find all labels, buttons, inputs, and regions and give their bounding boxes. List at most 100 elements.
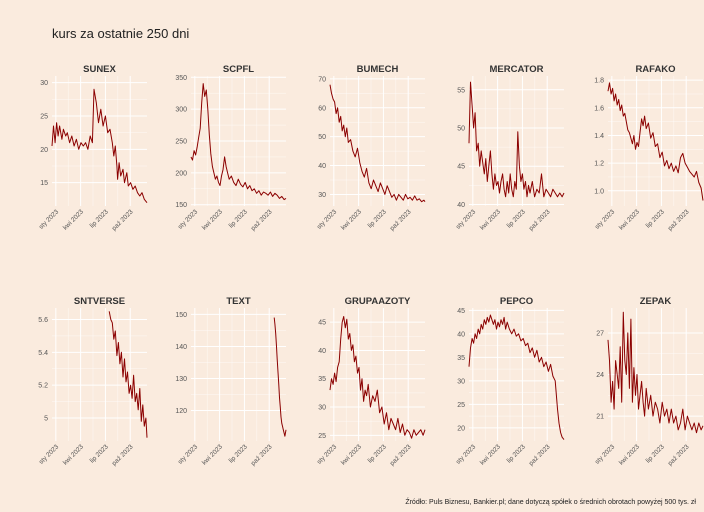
y-tick-label: 40 <box>457 331 465 338</box>
y-tick-label: 24 <box>596 372 604 379</box>
x-tick-label: paź 2023 <box>528 208 552 232</box>
price-line <box>468 81 565 198</box>
x-tick-label: paź 2023 <box>250 208 274 232</box>
x-tick-label: sty 2023 <box>316 443 339 466</box>
panel-title: SCPFL <box>223 64 254 75</box>
y-tick-label: 25 <box>457 402 465 409</box>
y-tick-label: 55 <box>457 87 465 94</box>
panel-title: MERCATOR <box>489 64 543 75</box>
x-tick-label: lip 2023 <box>645 208 666 229</box>
x-tick-label: lip 2023 <box>645 443 666 464</box>
y-tick-label: 1.8 <box>594 78 604 85</box>
y-tick-label: 50 <box>457 126 465 133</box>
y-tick-label: 350 <box>175 75 187 82</box>
panel-sunex: 15 20 25 30 sty 2023 kwi 2023 lip 2023 paź 2023… <box>38 64 148 232</box>
panel-title: SNTVERSE <box>74 296 125 307</box>
x-tick-label: kwi 2023 <box>62 443 85 466</box>
y-tick-label: 5 <box>44 416 48 423</box>
y-tick-label: 25 <box>318 433 326 440</box>
x-tick-label: lip 2023 <box>506 208 527 229</box>
y-tick-label: 35 <box>318 376 326 383</box>
y-tick-label: 45 <box>457 308 465 315</box>
y-tick-label: 5.6 <box>38 317 48 324</box>
price-line <box>51 88 148 204</box>
x-tick-label: sty 2023 <box>455 208 478 231</box>
price-line <box>329 84 426 203</box>
panel-title: BUMECH <box>357 64 399 75</box>
panel-scpfl: 150 200 250 300 350 sty 2023 kwi 2023 lip 2023 p… <box>175 64 287 232</box>
y-tick-label: 35 <box>457 355 465 362</box>
x-tick-label: lip 2023 <box>89 443 110 464</box>
x-tick-label: sty 2023 <box>38 443 61 466</box>
y-tick-label: 140 <box>175 344 187 351</box>
x-tick-label: paź 2023 <box>528 443 552 467</box>
x-tick-label: sty 2023 <box>177 443 200 466</box>
price-line <box>108 311 148 438</box>
y-tick-label: 250 <box>175 139 187 146</box>
x-tick-label: sty 2023 <box>594 208 617 231</box>
y-tick-label: 25 <box>40 114 48 121</box>
panel-title: GRUPAAZOTY <box>345 296 411 307</box>
panel-mercator: 40 45 50 55 sty 2023 kwi 2023 lip 2023 paź 2023… <box>455 64 565 232</box>
y-tick-label: 50 <box>318 134 326 141</box>
y-tick-label: 40 <box>318 348 326 355</box>
price-line <box>607 82 704 201</box>
x-tick-label: kwi 2023 <box>201 208 224 231</box>
chart-title: kurs za ostatnie 250 dni <box>52 26 190 41</box>
x-tick-label: sty 2023 <box>177 208 200 231</box>
panel-title: RAFAKO <box>635 64 675 75</box>
panel-bumech: 30 40 50 60 70 sty 2023 kwi 2023 lip 2023 paź 20… <box>316 64 426 232</box>
y-tick-label: 150 <box>175 312 187 319</box>
x-tick-label: lip 2023 <box>228 208 249 229</box>
y-tick-label: 5.2 <box>38 383 48 390</box>
y-tick-label: 120 <box>175 408 187 415</box>
price-line <box>329 316 426 439</box>
y-tick-label: 20 <box>457 425 465 432</box>
x-tick-label: kwi 2023 <box>479 443 502 466</box>
y-tick-label: 70 <box>318 76 326 83</box>
x-tick-label: kwi 2023 <box>340 443 363 466</box>
y-tick-label: 30 <box>318 405 326 412</box>
y-tick-label: 27 <box>596 330 604 337</box>
x-tick-label: sty 2023 <box>316 208 339 231</box>
y-tick-label: 1.4 <box>594 133 604 140</box>
source-caption: Źródło: Puls Biznesu, Bankier.pl; dane d… <box>405 499 696 506</box>
y-tick-label: 45 <box>318 320 326 327</box>
x-tick-label: kwi 2023 <box>340 208 363 231</box>
x-tick-label: kwi 2023 <box>618 443 641 466</box>
y-tick-label: 1.2 <box>594 161 604 168</box>
x-tick-label: paź 2023 <box>250 443 274 467</box>
x-tick-label: sty 2023 <box>38 208 61 231</box>
y-tick-label: 1.0 <box>594 188 604 195</box>
x-tick-label: lip 2023 <box>506 443 527 464</box>
y-tick-label: 40 <box>318 163 326 170</box>
x-tick-label: lip 2023 <box>228 443 249 464</box>
x-tick-label: paź 2023 <box>667 443 691 467</box>
panel-zepak: 21 24 27 sty 2023 kwi 2023 lip 2023 paź 2023 ZE… <box>594 296 704 467</box>
panel-rafako: 1.0 1.2 1.4 1.6 1.8 sty 2023 kwi 2023 lip 2023 p… <box>594 64 704 232</box>
y-tick-label: 200 <box>175 170 187 177</box>
y-tick-label: 5.4 <box>38 350 48 357</box>
y-tick-label: 60 <box>318 105 326 112</box>
y-tick-label: 30 <box>318 192 326 199</box>
y-tick-label: 1.6 <box>594 105 604 112</box>
panel-pepco: 20 25 30 35 40 45 sty 2023 kwi 2023 lip 2023 paź … <box>455 296 565 467</box>
y-tick-label: 150 <box>175 202 187 209</box>
price-line <box>273 317 287 437</box>
x-tick-label: lip 2023 <box>367 443 388 464</box>
x-tick-label: sty 2023 <box>594 443 617 466</box>
y-tick-label: 30 <box>40 80 48 87</box>
x-tick-label: paź 2023 <box>667 208 691 232</box>
panel-title: SUNEX <box>83 64 116 75</box>
y-tick-label: 20 <box>40 147 48 154</box>
panel-sntverse: 5 5.2 5.4 5.6 sty 2023 kwi 2023 lip 2023 paź 20… <box>38 296 148 467</box>
y-tick-label: 300 <box>175 107 187 114</box>
panel-title: PEPCO <box>500 296 533 307</box>
x-tick-label: lip 2023 <box>89 208 110 229</box>
y-tick-label: 30 <box>457 378 465 385</box>
y-tick-label: 40 <box>457 202 465 209</box>
x-tick-label: kwi 2023 <box>479 208 502 231</box>
x-tick-label: lip 2023 <box>367 208 388 229</box>
panel-title: ZEPAK <box>640 296 672 307</box>
